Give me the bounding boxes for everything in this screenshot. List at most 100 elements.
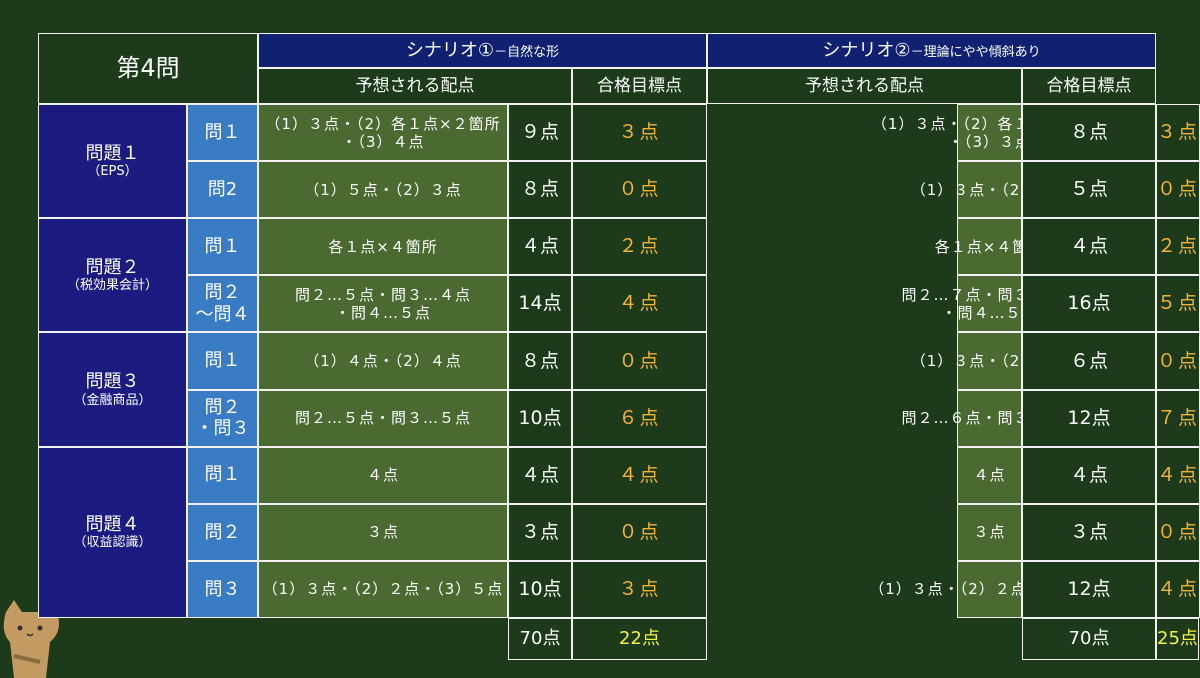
score-detail-text: ４点 xyxy=(366,466,399,485)
score-detail: ４点 xyxy=(258,446,508,504)
expected-points-text: ４点 xyxy=(1069,235,1108,258)
scenario-name: シナリオ② xyxy=(822,40,911,61)
expected-points: 12点 xyxy=(1022,389,1156,447)
score-detail: ３点 xyxy=(957,503,1022,561)
expected-points: 14点 xyxy=(508,275,572,333)
score-detail-text: ３点 xyxy=(366,523,399,542)
score-detail: （1）３点・（2）各１点×２箇所 ・（3）４点 xyxy=(258,104,508,162)
score-detail-text: （1）４点・（2）４点 xyxy=(304,351,462,370)
score-detail: 問２…５点・問３…５点 xyxy=(258,389,508,447)
question-label-text: 問３ xyxy=(204,578,241,600)
column-header: 予想される配点 xyxy=(707,68,1022,104)
target-points-text: ２点 xyxy=(618,235,661,258)
target-points-text: ０点 xyxy=(1157,520,1200,543)
expected-points: ３点 xyxy=(508,503,572,561)
column-header-text: 合格目標点 xyxy=(597,75,682,96)
question-label: 問２ ～問４ xyxy=(187,275,258,333)
question-label-text: 問１ xyxy=(204,121,241,143)
question-label: 問１ xyxy=(187,104,258,162)
target-points-text: ２点 xyxy=(1157,235,1200,258)
target-points-text: ７点 xyxy=(1157,406,1200,429)
question-label: 問１ xyxy=(187,218,258,276)
expected-points: ４点 xyxy=(1022,446,1156,504)
target-points: ３点 xyxy=(1156,104,1200,162)
scenario-sub: －自然な形 xyxy=(494,45,560,60)
scenario-header: シナリオ① －自然な形 xyxy=(258,33,707,68)
score-detail-text: ３点 xyxy=(973,523,1006,542)
expected-points-text: ４点 xyxy=(1069,463,1108,486)
expected-points: 10点 xyxy=(508,389,572,447)
target-points: ２点 xyxy=(1156,218,1200,276)
score-detail: （1）３点・（2）２点 xyxy=(911,161,1067,219)
expected-points: ６点 xyxy=(1022,332,1156,390)
target-points: ７点 xyxy=(1156,389,1200,447)
column-header-text: 合格目標点 xyxy=(1046,75,1132,96)
expected-points-text: 12点 xyxy=(1067,578,1111,601)
expected-points-text: 12点 xyxy=(1067,406,1111,429)
scenario-sub: －理論にやや傾斜あり xyxy=(910,45,1041,60)
expected-points-text: ６点 xyxy=(1069,349,1108,372)
target-points: ３点 xyxy=(572,104,707,162)
scenario-header: シナリオ② －理論にやや傾斜あり xyxy=(707,33,1156,68)
expected-points-text: ８点 xyxy=(520,178,559,201)
problem-label: 問題４ （収益認識） xyxy=(38,446,187,618)
score-detail: （1）３点・（2）各１点×２箇所 ・（3）３点 xyxy=(872,104,1106,162)
expected-points: 16点 xyxy=(1022,275,1156,333)
question-label-text: 問２ xyxy=(204,521,241,543)
total-target: 25点 xyxy=(1156,618,1199,660)
score-detail-text: ・（3）３点 xyxy=(947,132,1032,151)
target-points: ２点 xyxy=(572,218,707,276)
question-label-text: 問2 xyxy=(207,178,238,200)
expected-points: ８点 xyxy=(508,332,572,390)
expected-points: ４点 xyxy=(508,446,572,504)
expected-points: ４点 xyxy=(508,218,572,276)
score-detail-text: 各１点×４箇所 xyxy=(934,237,1045,256)
table-title-text: 第4問 xyxy=(116,54,180,83)
expected-points: 12点 xyxy=(1022,560,1156,618)
question-label-text: ・問３ xyxy=(195,418,250,440)
target-points-text: ０点 xyxy=(618,520,661,543)
target-points-text: ５点 xyxy=(1157,292,1200,315)
expected-points-text: 10点 xyxy=(518,406,562,429)
expected-points: ３点 xyxy=(1022,503,1156,561)
question-label: 問２ ・問３ xyxy=(187,389,258,447)
question-label-text: 問１ xyxy=(204,235,241,257)
target-points-text: ３点 xyxy=(618,121,661,144)
expected-points-text: ９点 xyxy=(520,121,559,144)
score-detail: ３点 xyxy=(258,503,508,561)
expected-points-text: ８点 xyxy=(520,349,559,372)
score-detail: ４点 xyxy=(957,446,1022,504)
target-points: ５点 xyxy=(1156,275,1200,333)
scenario-name: シナリオ① xyxy=(405,40,495,61)
score-detail: （1）３点・（2）３点 xyxy=(911,332,1067,390)
expected-points: ８点 xyxy=(1022,104,1156,162)
cat-icon xyxy=(3,600,59,678)
total-points: 70点 xyxy=(508,618,572,660)
score-detail-text: ・（3）４点 xyxy=(341,132,425,151)
target-points-text: ４点 xyxy=(618,463,661,486)
score-detail: （1）５点・（2）３点 xyxy=(258,161,508,219)
target-points: ０点 xyxy=(572,161,707,219)
target-points: ４点 xyxy=(1156,446,1200,504)
expected-points-text: ３点 xyxy=(520,520,559,543)
problem-label-text: 問題３ xyxy=(85,370,140,392)
target-points-text: ０点 xyxy=(1157,349,1200,372)
target-points-text: ０点 xyxy=(618,349,661,372)
score-detail: 問２…６点・問３…６点 xyxy=(902,389,1077,447)
column-header-text: 予想される配点 xyxy=(805,75,924,96)
problem-label-text: （金融商品） xyxy=(73,392,152,408)
expected-points-text: 14点 xyxy=(518,292,562,315)
score-detail-text: 各１点×４箇所 xyxy=(328,237,438,256)
question-label: 問３ xyxy=(187,560,258,618)
expected-points-text: ４点 xyxy=(520,235,559,258)
problem-label-text: （EPS） xyxy=(87,164,138,180)
score-detail-text: （1）３点・（2）２点・（3）５点 xyxy=(262,580,504,599)
score-detail: （1）４点・（2）４点 xyxy=(258,332,508,390)
target-points-text: ４点 xyxy=(618,292,661,315)
column-header: 予想される配点 xyxy=(258,68,572,104)
problem-label-text: 問題１ xyxy=(85,142,140,164)
question-label-text: 問２ xyxy=(204,282,241,304)
column-header: 合格目標点 xyxy=(1022,68,1156,104)
target-points: ４点 xyxy=(572,446,707,504)
